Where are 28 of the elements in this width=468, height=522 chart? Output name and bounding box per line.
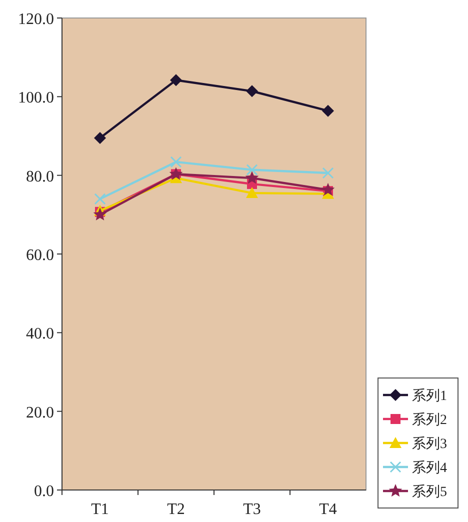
point	[245, 171, 259, 184]
y-tick-label: 120.0	[18, 11, 54, 28]
y-tick-label: 80.0	[26, 168, 54, 186]
point	[321, 182, 335, 196]
point	[170, 74, 182, 86]
y-tick-label: 40.0	[26, 326, 54, 343]
point	[322, 167, 334, 179]
legend-label: 系列1	[412, 388, 447, 404]
point	[322, 104, 334, 117]
x-tick-label: T4	[319, 501, 337, 518]
point	[94, 193, 106, 205]
point	[170, 156, 182, 168]
legend-label: 系列2	[412, 412, 447, 428]
point	[246, 164, 258, 176]
legend-label: 系列5	[412, 484, 447, 500]
y-tick-label: 0.0	[34, 483, 54, 500]
x-tick-label: T1	[91, 501, 109, 518]
point	[94, 132, 106, 144]
y-tick-label: 20.0	[26, 404, 54, 422]
point	[93, 208, 107, 220]
legend-label: 系列4	[412, 460, 447, 476]
point	[246, 187, 258, 198]
point	[246, 85, 258, 98]
legend-label: 系列3	[412, 436, 447, 452]
x-tick-label: T3	[243, 501, 261, 518]
y-tick-label: 100.0	[18, 90, 54, 107]
x-tick-label: T2	[167, 501, 185, 518]
y-tick-label: 60.0	[26, 247, 54, 264]
